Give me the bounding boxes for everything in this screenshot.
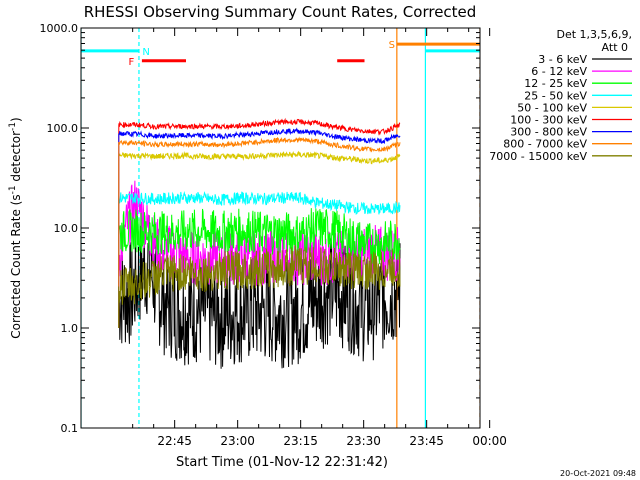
y-tick-label-3: 100.0 (47, 122, 79, 135)
x-tick-label-3: 23:30 (346, 434, 381, 448)
flag-label-S: S (389, 40, 395, 51)
y-tick-label-4: 1000.0 (40, 22, 79, 35)
y-axis-label: Corrected Count Rate (s-1 detector-1) (8, 117, 23, 338)
x-tick-label-2: 23:15 (283, 434, 318, 448)
timestamp: 20-Oct-2021 09:48 (560, 469, 636, 478)
legend-label-3: 25 - 50 keV (524, 89, 587, 102)
legend-label-7: 800 - 7000 keV (503, 138, 587, 151)
y-tick-label-2: 10.0 (54, 222, 79, 235)
flag-label-N: N (142, 47, 149, 58)
x-axis-label: Start Time (01-Nov-12 22:31:42) (176, 455, 388, 470)
x-tick-label-1: 23:00 (220, 434, 255, 448)
legend-header-1: Det 1,3,5,6,9, (556, 28, 632, 41)
legend-label-8: 7000 - 15000 keV (489, 150, 587, 163)
legend-label-4: 50 - 100 keV (517, 101, 587, 114)
legend-label-2: 12 - 25 keV (524, 77, 587, 90)
series-line-5 (118, 117, 401, 136)
x-tick-label-5: 00:00 (472, 434, 507, 448)
series-line-8 (118, 245, 401, 305)
legend-label-0: 3 - 6 keV (538, 53, 587, 66)
y-tick-label-0: 0.1 (61, 422, 79, 435)
series-line-3 (118, 191, 401, 216)
series-line-2 (118, 208, 401, 266)
series-line-4 (118, 150, 401, 165)
legend-header-2: Att 0 (602, 41, 628, 54)
y-tick-label-1: 1.0 (61, 322, 79, 335)
legend-label-6: 300 - 800 keV (510, 126, 587, 139)
flag-label-F: F (129, 57, 135, 68)
x-tick-label-0: 22:45 (157, 434, 192, 448)
legend-label-5: 100 - 300 keV (510, 114, 587, 127)
series-line-7 (118, 136, 401, 153)
chart-title: RHESSI Observing Summary Count Rates, Co… (84, 3, 477, 21)
legend-label-1: 6 - 12 keV (531, 65, 587, 78)
x-tick-label-4: 23:45 (409, 434, 444, 448)
series-line-6 (118, 127, 401, 145)
